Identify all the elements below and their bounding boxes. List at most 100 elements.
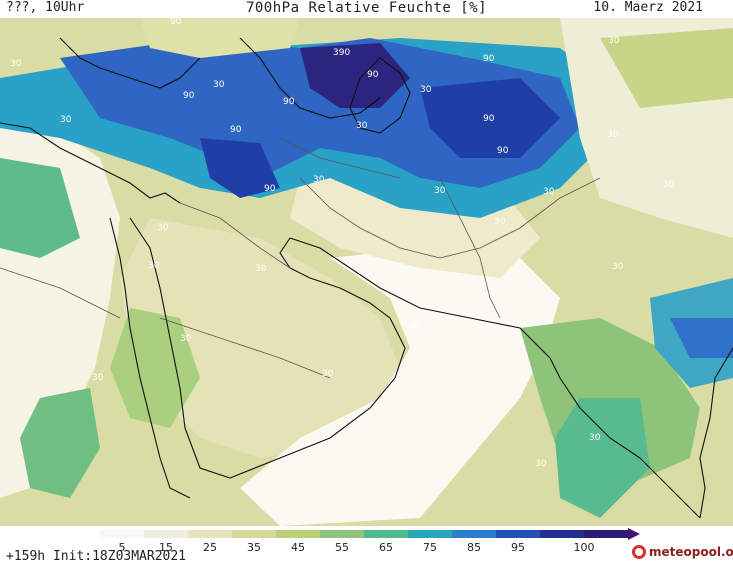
- legend-swatch: [452, 530, 496, 538]
- contour-label: 30: [494, 217, 506, 227]
- red-sea-west-coast: [109, 217, 191, 499]
- contour-label: 90: [230, 125, 242, 135]
- logo-text: meteopool.org: [649, 545, 733, 559]
- legend-tick-label: 35: [247, 541, 261, 554]
- contour-label: 90: [367, 70, 379, 80]
- humid-belt-blue: [60, 38, 580, 188]
- india-west-coast: [549, 357, 701, 519]
- contour-label: 30: [180, 334, 192, 344]
- border-segment: [279, 137, 401, 179]
- border-segment: [0, 267, 121, 319]
- contour-label: 30: [313, 175, 325, 185]
- contour-label: 30: [543, 187, 555, 197]
- north-africa-coast: [0, 122, 181, 204]
- olive-region-europe: [140, 18, 300, 58]
- contour-label: 30: [663, 180, 675, 190]
- contour-label: 30: [157, 223, 169, 233]
- contour-label: 30: [535, 459, 547, 469]
- blue-patch-bay: [670, 318, 733, 358]
- contour-label: 30: [589, 433, 601, 443]
- contour-label: 390: [333, 48, 350, 58]
- legend-swatch: [144, 530, 188, 538]
- dry-region-arabian-sea: [240, 248, 560, 526]
- legend-tick-label: 45: [291, 541, 305, 554]
- contour-labels: 90 90 90 90 90 90 90 90 90 390 30 30 30 …: [10, 18, 675, 469]
- contour-label: 90: [264, 184, 276, 194]
- teal-patch-india: [555, 398, 650, 518]
- border-segment: [439, 177, 501, 319]
- contour-label: 90: [283, 97, 295, 107]
- contour-label: 30: [255, 264, 267, 274]
- legend-tick-label: 85: [467, 541, 481, 554]
- humidity-map: 90 90 90 90 90 90 90 90 90 390 30 30 30 …: [0, 18, 733, 526]
- contour-label: 30: [213, 80, 225, 90]
- border-segment: [439, 177, 601, 259]
- legend-swatch: [232, 530, 276, 538]
- legend-tick-label: 100: [573, 541, 595, 554]
- humid-core-levant: [200, 138, 280, 198]
- contour-label: 30: [322, 369, 334, 379]
- contour-label: 30: [607, 130, 619, 140]
- forecast-time-label: ???, 10Uhr: [6, 0, 85, 15]
- model-run-info: +159h Init:18Z03MAR2021: [6, 549, 187, 564]
- coastlines: [0, 37, 733, 519]
- contour-label: 30: [92, 373, 104, 383]
- border-segment: [159, 317, 331, 379]
- contour-label: 90: [483, 114, 495, 124]
- legend-tick-label: 25: [203, 541, 217, 554]
- arabia-south-coast: [229, 302, 406, 479]
- olive-region-northeast: [600, 28, 733, 108]
- legend-swatch: [584, 530, 628, 538]
- contour-label: 30: [356, 121, 368, 131]
- legend-tick-label: 95: [511, 541, 525, 554]
- legend-swatch: [540, 530, 584, 538]
- teal-patch-north-africa: [0, 158, 80, 258]
- legend-overflow-arrow: [628, 528, 640, 540]
- legend-tick-label: 75: [423, 541, 437, 554]
- green-patch-africa: [20, 388, 100, 498]
- legend-tick-label: 15: [159, 541, 173, 554]
- meteopool-logo[interactable]: meteopool.org: [632, 545, 733, 559]
- country-borders: [0, 137, 601, 379]
- caspian-sea: [349, 57, 411, 134]
- mediterranean-north-coast: [59, 37, 201, 89]
- border-segment: [299, 177, 441, 259]
- contour-label: 30: [60, 115, 72, 125]
- legend-tick-label: 65: [379, 541, 393, 554]
- contour-label: 30: [408, 322, 420, 332]
- legend-swatch: [188, 530, 232, 538]
- contour-label: 30: [10, 59, 22, 69]
- contour-label: 30: [612, 262, 624, 272]
- legend-color-bar: [100, 530, 628, 538]
- forecast-date-label: 10. Maerz 2021: [593, 0, 703, 15]
- red-sea-east-coast: [129, 217, 231, 479]
- arabia-region: [120, 218, 400, 458]
- contour-label: 30: [434, 186, 446, 196]
- contour-label: 90: [183, 91, 195, 101]
- border-segment: [179, 202, 291, 269]
- legend-swatch: [276, 530, 320, 538]
- legend-swatch: [496, 530, 540, 538]
- contour-label: 30: [608, 36, 620, 46]
- contour-label: 30: [420, 85, 432, 95]
- contour-label: 30: [148, 261, 160, 271]
- contour-label: 90: [497, 146, 509, 156]
- legend-tick-label: 5: [118, 541, 126, 554]
- contour-label: 90: [483, 54, 495, 64]
- legend-swatch: [364, 530, 408, 538]
- color-legend: 5 15 25 35 45 55 65 75 85 95 100: [100, 528, 640, 554]
- persian-gulf-coast: [279, 237, 371, 304]
- humidity-map-svg: 90 90 90 90 90 90 90 90 90 390 30 30 30 …: [0, 18, 733, 526]
- contour-label: 90: [170, 18, 182, 27]
- iran-south-coast: [289, 237, 551, 359]
- legend-tick-label: 55: [335, 541, 349, 554]
- legend-swatch: [408, 530, 452, 538]
- map-title: 700hPa Relative Feuchte [%]: [245, 0, 488, 16]
- humid-core-central-asia: [420, 78, 560, 158]
- legend-swatch: [100, 530, 144, 538]
- india-east-coast: [699, 347, 733, 519]
- caspian-black-sea-coast: [239, 37, 381, 119]
- logo-icon: [632, 545, 646, 559]
- legend-swatch: [320, 530, 364, 538]
